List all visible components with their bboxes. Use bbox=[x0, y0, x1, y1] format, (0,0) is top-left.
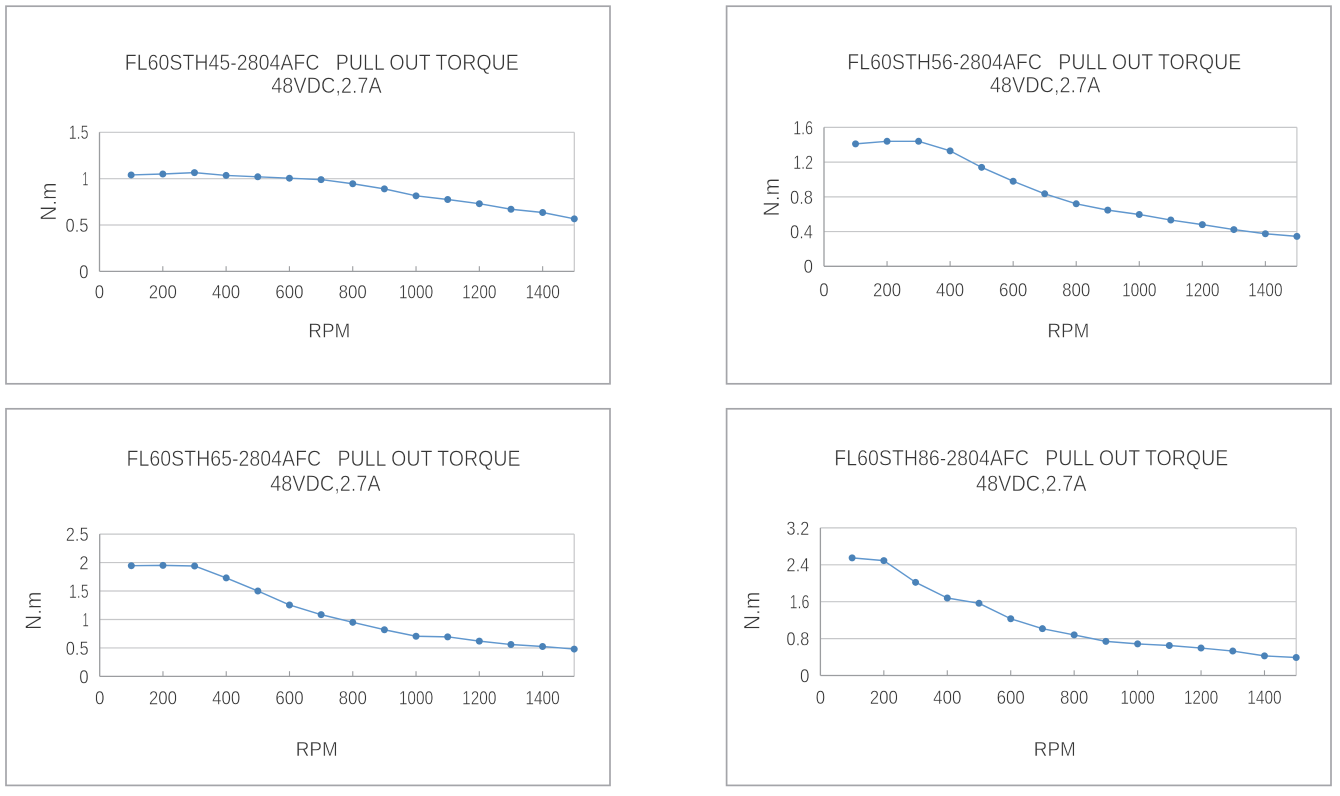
svg-text:800: 800 bbox=[339, 282, 367, 303]
svg-text:N.m: N.m bbox=[21, 591, 46, 630]
svg-text:1.5: 1.5 bbox=[69, 123, 89, 144]
svg-text:0: 0 bbox=[800, 666, 809, 687]
svg-text:800: 800 bbox=[339, 689, 367, 710]
svg-text:RPM: RPM bbox=[308, 321, 350, 343]
svg-text:400: 400 bbox=[933, 688, 961, 709]
svg-text:1400: 1400 bbox=[525, 689, 559, 710]
svg-text:0: 0 bbox=[819, 281, 828, 302]
svg-text:FL60STH45-2804AFC PULL OUT T: FL60STH45-2804AFC PULL OUT TORQUE bbox=[125, 50, 519, 75]
svg-text:0: 0 bbox=[95, 689, 104, 710]
svg-text:1.6: 1.6 bbox=[793, 118, 813, 139]
svg-text:400: 400 bbox=[212, 689, 240, 710]
svg-text:1400: 1400 bbox=[1247, 688, 1281, 709]
svg-text:3.2: 3.2 bbox=[786, 519, 809, 540]
svg-text:1.6: 1.6 bbox=[790, 593, 810, 614]
svg-text:0: 0 bbox=[816, 688, 825, 709]
svg-text:1000: 1000 bbox=[399, 689, 433, 710]
svg-text:200: 200 bbox=[149, 689, 177, 710]
svg-text:FL60STH65-2804AFC PULL OUT T: FL60STH65-2804AFC PULL OUT TORQUE bbox=[127, 446, 521, 471]
svg-text:1200: 1200 bbox=[462, 689, 496, 710]
svg-text:RPM: RPM bbox=[1047, 320, 1089, 342]
svg-text:600: 600 bbox=[997, 688, 1025, 709]
svg-text:1.2: 1.2 bbox=[793, 153, 813, 174]
svg-text:2.5: 2.5 bbox=[66, 525, 89, 546]
svg-text:400: 400 bbox=[936, 281, 964, 302]
svg-text:2: 2 bbox=[79, 553, 88, 574]
svg-text:1000: 1000 bbox=[1122, 281, 1156, 302]
svg-text:0: 0 bbox=[804, 257, 813, 278]
svg-text:N.m: N.m bbox=[740, 592, 765, 631]
svg-text:0: 0 bbox=[79, 667, 88, 688]
svg-text:1: 1 bbox=[83, 610, 89, 631]
svg-text:0.8: 0.8 bbox=[786, 630, 809, 651]
svg-text:1000: 1000 bbox=[1120, 688, 1154, 709]
svg-text:800: 800 bbox=[1062, 281, 1090, 302]
svg-text:200: 200 bbox=[870, 688, 898, 709]
svg-text:0.5: 0.5 bbox=[66, 216, 89, 237]
svg-text:48VDC,2.7A: 48VDC,2.7A bbox=[990, 73, 1101, 98]
svg-text:48VDC,2.7A: 48VDC,2.7A bbox=[976, 471, 1087, 496]
svg-text:1200: 1200 bbox=[1184, 688, 1218, 709]
svg-text:600: 600 bbox=[275, 689, 303, 710]
svg-text:0.4: 0.4 bbox=[790, 222, 813, 243]
svg-text:1400: 1400 bbox=[1248, 281, 1282, 302]
svg-text:1200: 1200 bbox=[1185, 281, 1219, 302]
svg-text:48VDC,2.7A: 48VDC,2.7A bbox=[271, 73, 382, 98]
svg-text:0: 0 bbox=[79, 262, 88, 283]
svg-text:FL60STH56-2804AFC PULL OUT T: FL60STH56-2804AFC PULL OUT TORQUE bbox=[847, 50, 1241, 75]
svg-text:400: 400 bbox=[212, 282, 240, 303]
svg-text:0.5: 0.5 bbox=[66, 639, 89, 660]
svg-text:48VDC,2.7A: 48VDC,2.7A bbox=[270, 471, 381, 496]
svg-text:1000: 1000 bbox=[399, 282, 433, 303]
svg-text:200: 200 bbox=[149, 282, 177, 303]
svg-text:FL60STH86-2804AFC PULL OUT T: FL60STH86-2804AFC PULL OUT TORQUE bbox=[834, 445, 1228, 470]
svg-text:N.m: N.m bbox=[759, 178, 784, 217]
svg-text:RPM: RPM bbox=[1034, 739, 1076, 761]
svg-text:1400: 1400 bbox=[525, 282, 559, 303]
svg-text:600: 600 bbox=[999, 281, 1027, 302]
svg-text:N.m: N.m bbox=[36, 182, 61, 221]
svg-text:0: 0 bbox=[95, 282, 104, 303]
svg-text:RPM: RPM bbox=[296, 739, 338, 761]
svg-text:200: 200 bbox=[873, 281, 901, 302]
svg-text:1200: 1200 bbox=[462, 282, 496, 303]
svg-text:2.4: 2.4 bbox=[786, 556, 809, 577]
svg-text:0.8: 0.8 bbox=[790, 188, 813, 209]
svg-text:1.5: 1.5 bbox=[69, 582, 89, 603]
svg-text:800: 800 bbox=[1060, 688, 1088, 709]
svg-text:600: 600 bbox=[275, 282, 303, 303]
svg-text:1: 1 bbox=[82, 170, 88, 191]
